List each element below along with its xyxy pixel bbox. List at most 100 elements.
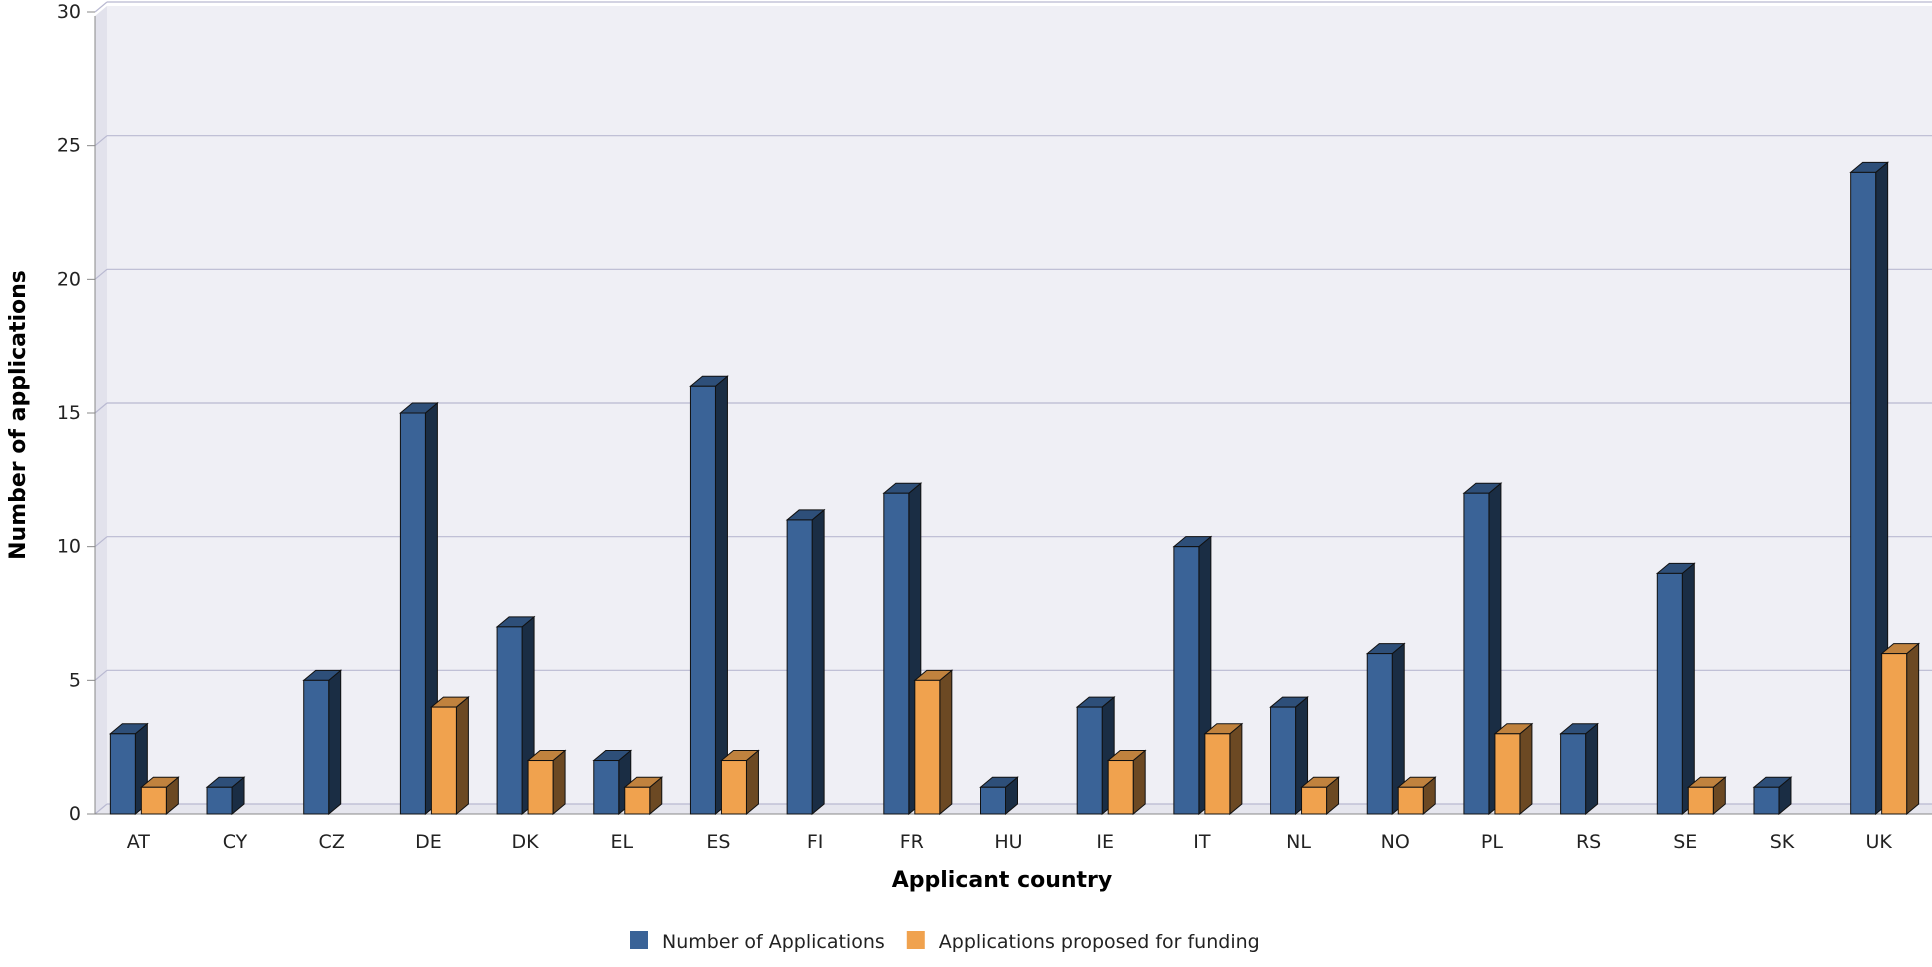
gridline-diagonal bbox=[94, 135, 108, 147]
bar-FR-funded bbox=[913, 669, 954, 816]
legend: Number of Applications Applications propo… bbox=[630, 931, 1260, 953]
bar-side bbox=[1681, 562, 1695, 816]
y-tick-label: 25 bbox=[57, 135, 81, 157]
gridline-diagonal bbox=[94, 669, 108, 681]
bar-front bbox=[140, 786, 167, 815]
bar-CY-applications bbox=[205, 776, 246, 816]
bar-DK-applications bbox=[495, 615, 536, 816]
bar-ES-funded bbox=[720, 749, 760, 816]
legend-label-applications: Number of Applications bbox=[662, 931, 885, 953]
bar-FI-applications bbox=[785, 508, 826, 816]
x-tick-label-IT: IT bbox=[1193, 831, 1211, 853]
bar-front bbox=[1687, 786, 1714, 815]
x-tick-label-ES: ES bbox=[706, 831, 730, 853]
bar-front bbox=[883, 492, 910, 815]
y-tick-label: 30 bbox=[57, 1, 81, 23]
x-tick-label-AT: AT bbox=[127, 831, 151, 853]
bar-DK-funded bbox=[526, 749, 567, 816]
bar-SK-applications bbox=[1752, 776, 1793, 816]
left-wall bbox=[95, 6, 107, 814]
x-tick-label-NL: NL bbox=[1286, 831, 1311, 853]
bar-EL-applications bbox=[592, 749, 633, 816]
bar-HU-applications bbox=[979, 776, 1019, 816]
bar-front bbox=[1107, 760, 1134, 815]
bar-side bbox=[552, 749, 566, 816]
bar-front bbox=[1850, 171, 1877, 815]
bar-side bbox=[1585, 722, 1599, 816]
y-tick-label: 0 bbox=[69, 803, 81, 825]
y-axis-label: Number of applications bbox=[6, 270, 31, 560]
bar-front bbox=[1494, 733, 1521, 815]
x-tick-label-SE: SE bbox=[1673, 831, 1697, 853]
x-tick-label-EL: EL bbox=[610, 831, 633, 853]
bar-SE-funded bbox=[1686, 776, 1727, 816]
x-tick-label-FR: FR bbox=[900, 831, 924, 853]
x-tick-label-CZ: CZ bbox=[319, 831, 345, 853]
bar-AT-funded bbox=[139, 776, 180, 816]
bar-NL-funded bbox=[1300, 776, 1340, 816]
gridline-diagonal bbox=[94, 536, 108, 548]
bar-front bbox=[1204, 733, 1231, 815]
bar-UK-funded bbox=[1880, 642, 1921, 816]
bar-front bbox=[109, 733, 136, 815]
bar-front bbox=[399, 412, 426, 815]
x-tick-label-NO: NO bbox=[1381, 831, 1410, 853]
bar-front bbox=[624, 786, 651, 815]
x-tick-label-UK: UK bbox=[1865, 831, 1892, 853]
bar-front bbox=[496, 626, 523, 815]
y-tick-label: 10 bbox=[57, 536, 81, 558]
bar-side bbox=[1229, 722, 1243, 816]
bar-front bbox=[1560, 733, 1587, 815]
x-tick-label-DK: DK bbox=[512, 831, 540, 853]
bar-front bbox=[303, 679, 330, 815]
bar-front bbox=[206, 786, 233, 815]
bar-DE-funded bbox=[430, 695, 470, 816]
x-tick-label-SK: SK bbox=[1770, 831, 1795, 853]
bar-front bbox=[1881, 653, 1908, 815]
x-tick-label-CY: CY bbox=[223, 831, 248, 853]
x-tick-label-FI: FI bbox=[807, 831, 824, 853]
bar-UK-applications bbox=[1849, 161, 1890, 816]
bar-SE-applications bbox=[1655, 562, 1696, 816]
gridline-diagonal bbox=[94, 1, 108, 13]
x-axis-label: Applicant country bbox=[892, 868, 1113, 893]
bar-front bbox=[1270, 706, 1297, 815]
bar-ES-applications bbox=[689, 375, 729, 816]
bar-front bbox=[720, 760, 747, 815]
bar-front bbox=[689, 385, 716, 815]
gridline-diagonal bbox=[94, 268, 108, 280]
bars bbox=[108, 161, 1921, 816]
bar-front bbox=[527, 760, 554, 815]
bar-front bbox=[1366, 653, 1393, 815]
plot-area bbox=[95, 6, 1932, 814]
bar-CZ-applications bbox=[302, 669, 343, 816]
bar-side bbox=[1906, 642, 1920, 816]
bar-side bbox=[714, 375, 728, 816]
x-tick-label-IE: IE bbox=[1096, 831, 1114, 853]
bar-side bbox=[939, 669, 953, 816]
bar-front bbox=[430, 706, 457, 815]
gridline-diagonal bbox=[94, 803, 108, 815]
x-tick-label-RS: RS bbox=[1576, 831, 1601, 853]
bar-side bbox=[455, 695, 469, 816]
bar-front bbox=[980, 786, 1006, 815]
bar-IT-funded bbox=[1203, 722, 1244, 816]
bar-front bbox=[1397, 786, 1424, 815]
bar-front bbox=[1301, 786, 1328, 815]
bar-side bbox=[1132, 749, 1146, 816]
bar-NO-funded bbox=[1396, 776, 1437, 816]
bar-RS-applications bbox=[1559, 722, 1599, 816]
y-tick-label: 20 bbox=[57, 268, 81, 290]
x-tick-label-PL: PL bbox=[1481, 831, 1503, 853]
bar-front bbox=[1173, 546, 1200, 815]
x-tick-label-HU: HU bbox=[994, 831, 1022, 853]
bar-EL-funded bbox=[623, 776, 664, 816]
bar-PL-funded bbox=[1493, 722, 1534, 816]
bar-NO-applications bbox=[1365, 642, 1406, 816]
x-axis-ticks: AT CY CZ DE DK EL ES FI FR HU IE IT NL NO PL RS SE SK UK bbox=[127, 831, 1893, 853]
y-tick-label: 5 bbox=[69, 669, 81, 691]
bar-side bbox=[1519, 722, 1533, 816]
bar-side bbox=[811, 508, 825, 816]
legend-swatch-funded bbox=[906, 931, 925, 949]
